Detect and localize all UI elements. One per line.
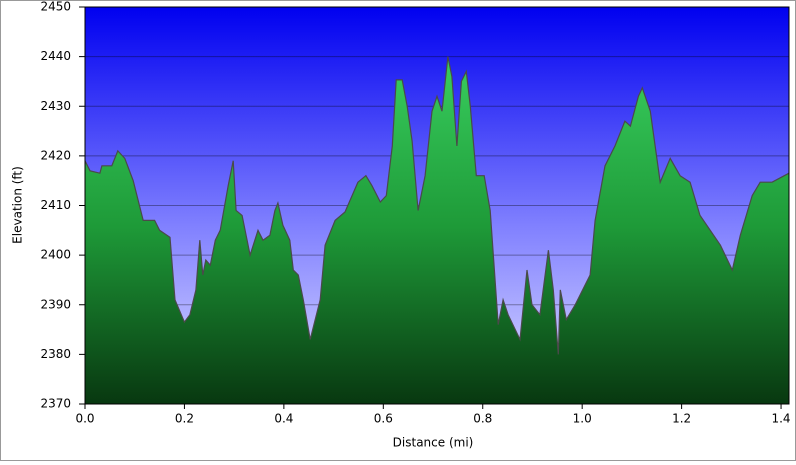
y-tick-label: 2380: [40, 347, 71, 361]
x-tick-label: 0.2: [175, 412, 194, 426]
y-axis-label: Elevation (ft): [11, 166, 25, 244]
y-tick-label: 2420: [40, 148, 71, 162]
x-tick-label: 0.8: [473, 412, 492, 426]
y-tick-label: 2400: [40, 248, 71, 262]
y-tick-label: 2430: [40, 99, 71, 113]
y-tick-label: 2370: [40, 397, 71, 411]
elevation-area: [85, 56, 789, 404]
x-tick-label: 0.6: [374, 412, 393, 426]
x-axis-label: Distance (mi): [393, 436, 474, 450]
y-tick-label: 2410: [40, 198, 71, 212]
y-tick-label: 2390: [40, 297, 71, 311]
y-tick-label: 2440: [40, 49, 71, 63]
x-tick-label: 1.4: [771, 412, 790, 426]
x-tick-label: 0.4: [274, 412, 293, 426]
x-tick-label: 0.0: [75, 412, 94, 426]
elevation-line: [84, 56, 790, 355]
x-tick-label: 1.0: [573, 412, 592, 426]
x-tick-label: 1.2: [672, 412, 691, 426]
y-tick-label: 2450: [40, 0, 71, 14]
